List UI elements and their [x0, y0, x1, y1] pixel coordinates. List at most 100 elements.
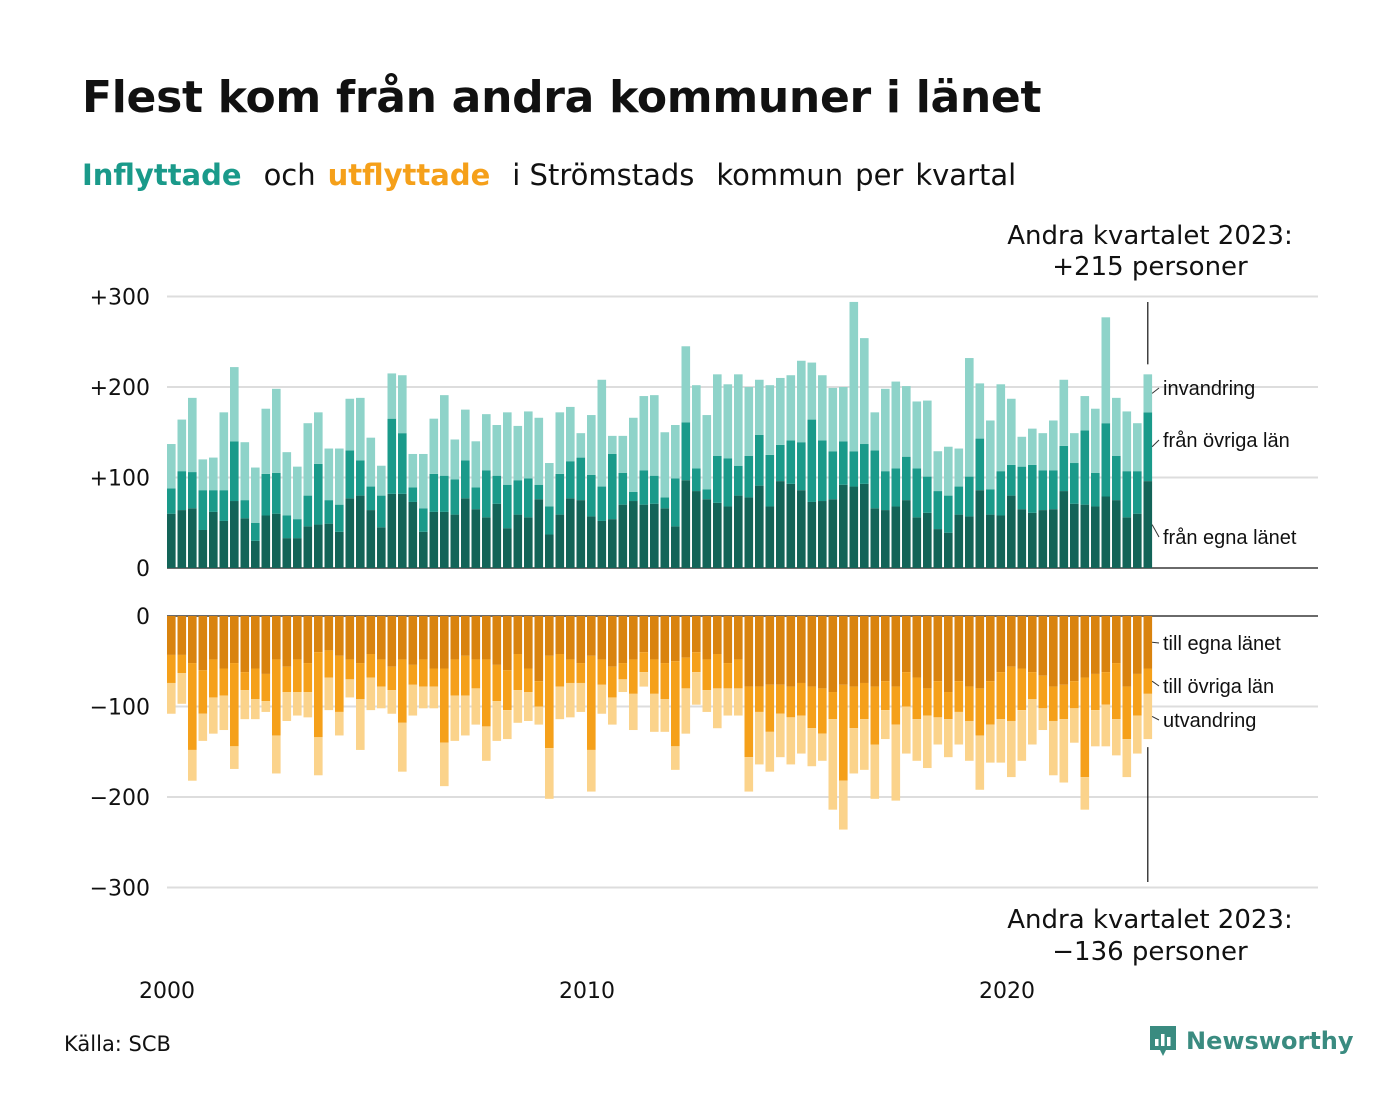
bar-in-0-34 [524, 517, 533, 568]
bar-in-0-2 [188, 508, 197, 568]
bar-out-1-89 [1101, 672, 1111, 705]
bar-out-1-16 [335, 655, 344, 712]
bar-out-2-56 [755, 711, 764, 765]
bar-out-2-5 [219, 695, 229, 731]
bar-in-1-6 [230, 441, 239, 502]
bar-out-1-32 [503, 670, 512, 711]
bar-in-0-75 [954, 514, 964, 568]
bar-in-0-53 [723, 506, 733, 568]
brand-logo: Newsworthy [1148, 1024, 1354, 1058]
subtitle-inflyttade: Inflyttade [82, 158, 242, 192]
annotation-top-line-2: +215 personer [1052, 252, 1248, 282]
bar-out-0-27 [450, 616, 460, 660]
bar-out-1-25 [429, 668, 439, 687]
bar-out-1-84 [1049, 686, 1058, 721]
bar-out-2-12 [293, 692, 302, 716]
newsworthy-logo-icon [1150, 1026, 1176, 1056]
bar-in-2-24 [419, 453, 428, 509]
bar-in-0-83 [1038, 510, 1048, 568]
bar-in-0-71 [912, 517, 922, 568]
bar-out-1-72 [923, 688, 932, 716]
bar-out-2-6 [230, 746, 239, 769]
bar-in-1-92 [1133, 471, 1142, 514]
bar-out-1-10 [272, 659, 281, 736]
bar-in-2-5 [219, 412, 229, 491]
bar-out-2-90 [1112, 719, 1121, 756]
bar-in-2-45 [639, 396, 649, 471]
bar-out-1-50 [692, 652, 701, 673]
bar-out-0-53 [723, 616, 733, 664]
bar-out-2-26 [440, 742, 449, 787]
bar-in-1-60 [797, 442, 806, 491]
bar-out-0-81 [1017, 616, 1027, 669]
bar-out-1-47 [660, 663, 670, 700]
bar-in-1-72 [923, 476, 932, 513]
bar-out-0-42 [608, 616, 617, 667]
bar-in-1-41 [597, 486, 607, 521]
bar-in-2-92 [1133, 423, 1142, 472]
bar-in-0-70 [902, 500, 911, 568]
bar-out-0-74 [944, 616, 953, 693]
bar-out-0-9 [261, 616, 271, 674]
bar-out-1-1 [177, 654, 187, 674]
bar-in-0-33 [513, 514, 523, 568]
bar-in-1-46 [650, 475, 659, 504]
bar-out-0-93 [1143, 616, 1153, 669]
bar-out-1-41 [597, 659, 607, 685]
bar-out-0-23 [408, 616, 418, 665]
bar-out-0-69 [891, 616, 901, 687]
bar-out-0-37 [555, 616, 565, 655]
bar-out-2-13 [303, 692, 313, 718]
bar-in-0-54 [734, 495, 743, 568]
bar-in-0-62 [818, 501, 827, 568]
bar-in-0-4 [209, 511, 218, 568]
bar-out-1-57 [765, 684, 775, 732]
bar-out-0-3 [198, 616, 208, 671]
bar-in-1-66 [860, 444, 869, 484]
bar-in-1-77 [975, 438, 985, 491]
bar-in-1-9 [261, 473, 271, 516]
annotation-bottom-line-1: Andra kvartalet 2023: [1007, 905, 1292, 935]
annotation-top-line-1: Andra kvartalet 2023: [1007, 221, 1292, 251]
series-label-bottom-1: till övriga län [1163, 676, 1274, 698]
bar-in-0-82 [1028, 512, 1037, 568]
bar-out-0-15 [324, 616, 334, 651]
bar-out-1-27 [450, 659, 460, 696]
bar-in-2-34 [524, 411, 533, 479]
bar-in-2-33 [513, 425, 523, 481]
bar-out-0-34 [524, 616, 533, 669]
bar-in-0-52 [713, 502, 722, 568]
bar-in-2-61 [807, 362, 817, 420]
bar-in-0-80 [1007, 495, 1016, 568]
bar-out-1-36 [545, 655, 554, 749]
bar-out-0-21 [387, 616, 397, 667]
bar-out-2-72 [923, 715, 932, 769]
bar-out-2-42 [608, 697, 617, 725]
bar-out-0-38 [566, 616, 575, 660]
bar-out-0-26 [440, 616, 449, 669]
bar-out-2-62 [818, 733, 827, 761]
bar-in-2-85 [1059, 379, 1069, 446]
bar-out-1-28 [461, 655, 470, 696]
bar-out-2-89 [1101, 704, 1111, 747]
bar-in-2-41 [597, 379, 607, 487]
bar-out-2-87 [1080, 777, 1090, 810]
bar-in-2-2 [188, 397, 197, 473]
bar-in-0-69 [891, 506, 901, 568]
bar-in-1-54 [734, 465, 743, 496]
bar-out-2-17 [345, 679, 355, 698]
bar-out-2-54 [734, 688, 743, 716]
bar-in-2-27 [450, 439, 460, 480]
bar-out-0-0 [167, 616, 176, 655]
bar-out-2-7 [240, 690, 250, 720]
subtitle-rest-2: kommun [716, 158, 844, 192]
bar-out-2-68 [881, 710, 890, 740]
bar-out-1-13 [303, 663, 313, 693]
bar-in-0-17 [345, 498, 355, 568]
bar-out-1-34 [524, 668, 533, 693]
y-tick-label-top: 0 [136, 557, 150, 582]
chart-subtitle: Inflyttade och utflyttade i Strömstads kommu… [82, 158, 1016, 192]
y-tick-label-bottom: −200 [90, 786, 150, 811]
bar-in-0-15 [324, 523, 334, 568]
bar-out-1-5 [219, 668, 229, 696]
